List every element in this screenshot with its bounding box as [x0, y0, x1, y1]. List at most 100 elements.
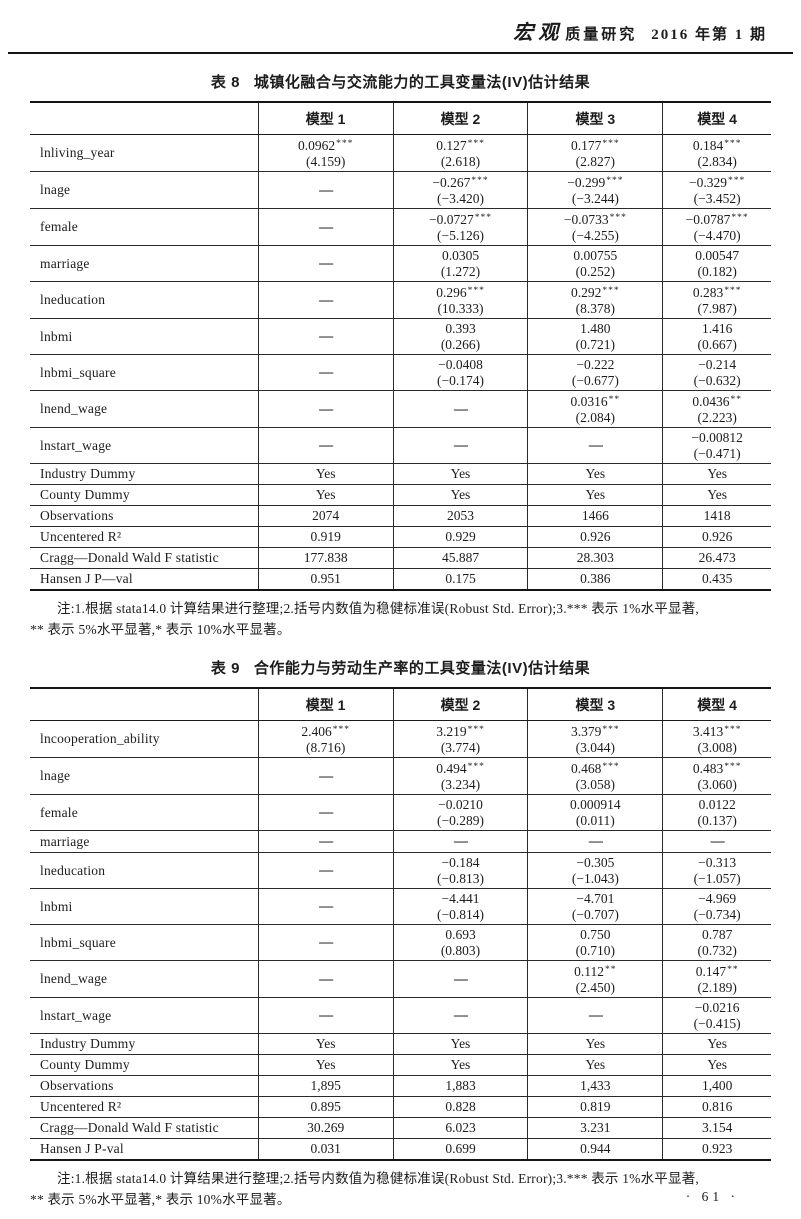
coefficient-cell: −0.0787*** (−4.470): [662, 208, 771, 246]
coefficient-cell: —: [527, 830, 663, 853]
coefficient-value: −0.0733***: [563, 212, 627, 227]
statistic-cell: 26.473: [662, 547, 771, 569]
coefficient-cell: 1.480 (0.721): [527, 318, 663, 355]
table-8-number: 表 8: [210, 74, 240, 91]
statistic-cell: 30.269: [257, 1117, 394, 1139]
coefficient-cell: 0.468*** (3.058): [527, 757, 663, 795]
column-header: 模型 4: [662, 102, 771, 135]
coefficient-value: 0.184***: [692, 138, 742, 153]
empty-cell-dash: —: [319, 863, 333, 878]
column-header: [30, 688, 259, 721]
table-9-iv-results: 模型 1 模型 2 模型 3 模型 4 lncooperation_ability 2.4…: [30, 687, 771, 1161]
t-statistic: (7.987): [697, 300, 737, 316]
table-row: lnbmi — −4.441 (−0.814) −4.701 (−0.707) −4.969…: [30, 888, 771, 925]
row-label: lnage: [30, 757, 259, 795]
table-row: Cragg—Donald Wald F statistic 177.838 45.8…: [30, 547, 771, 569]
statistic-cell: 28.303: [527, 547, 663, 569]
coefficient-value: 0.112**: [574, 964, 617, 979]
table-row: lnbmi_square — −0.0408 (−0.174) −0.222 (−0.67…: [30, 354, 771, 391]
t-statistic: (−3.452): [693, 190, 741, 206]
coefficient-cell: —: [257, 924, 394, 961]
empty-cell-dash: —: [319, 329, 333, 344]
statistic-cell: 3.154: [662, 1117, 771, 1139]
header-rule: [8, 52, 793, 54]
coefficient-value: 0.0122: [698, 797, 736, 812]
empty-cell-dash: —: [319, 935, 333, 950]
statistic-cell: 177.838: [257, 547, 394, 569]
t-statistic: (2.827): [575, 153, 616, 169]
coefficient-value: 0.494***: [436, 761, 485, 776]
coefficient-cell: —: [257, 281, 394, 319]
coefficient-cell: —: [257, 318, 394, 355]
coefficient-cell: 0.494*** (3.234): [392, 757, 528, 795]
coefficient-value: 3.379***: [571, 724, 620, 739]
statistic-cell: 0.828: [392, 1096, 528, 1118]
statistic-cell: Yes: [662, 463, 771, 485]
significance-stars: ***: [471, 176, 489, 186]
significance-stars: ***: [602, 139, 620, 149]
coefficient-cell: −0.0408 (−0.174): [392, 354, 528, 391]
coefficient-cell: —: [257, 427, 394, 464]
row-label: Industry Dummy: [30, 1033, 259, 1055]
empty-cell-dash: —: [454, 1008, 468, 1023]
coefficient-cell: 0.296*** (10.333): [392, 281, 528, 319]
coefficient-value: 0.000914: [570, 797, 621, 812]
t-statistic: (−5.126): [437, 227, 484, 243]
coefficient-cell: −0.267*** (−3.420): [392, 171, 528, 209]
empty-cell-dash: —: [319, 401, 333, 417]
table-row: lnbmi —0.393 (0.266) 1.480 (0.721) 1.416 (0.66…: [30, 318, 771, 355]
coefficient-value: 1.416: [701, 321, 733, 336]
t-statistic: (4.159): [305, 153, 346, 169]
column-header: 模型 2: [392, 102, 528, 135]
coefficient-cell: −0.329*** (−3.452): [662, 171, 771, 209]
table-row: marriage — — — —: [30, 830, 771, 853]
table-row: lncooperation_ability 2.406*** (8.716) 3.21…: [30, 720, 771, 758]
coefficient-value: −4.969: [698, 891, 737, 906]
t-statistic: (2.834): [697, 153, 737, 169]
coefficient-value: −0.222: [576, 357, 615, 372]
t-statistic: (0.803): [440, 942, 481, 958]
t-statistic: (−1.043): [571, 870, 619, 886]
coefficient-value: −4.701: [576, 891, 615, 906]
row-label: lnliving_year: [30, 134, 259, 172]
column-header: 模型 3: [527, 688, 663, 721]
coefficient-cell: −0.305 (−1.043): [527, 852, 663, 889]
coefficient-cell: —: [527, 997, 663, 1034]
empty-cell-dash: —: [710, 834, 725, 849]
table-row: Industry Dummy Yes Yes Yes Yes: [30, 1033, 771, 1055]
t-statistic: (3.044): [575, 739, 616, 755]
t-statistic: (2.618): [440, 153, 481, 169]
significance-stars: ***: [724, 286, 742, 296]
coefficient-value: −0.214: [698, 357, 737, 372]
t-statistic: (−3.420): [437, 190, 484, 206]
empty-cell-dash: —: [319, 805, 333, 820]
statistic-cell: Yes: [257, 1033, 394, 1055]
table-row: lnstart_wage — — — −0.00812 (−0.471): [30, 427, 771, 464]
statistic-cell: Yes: [662, 1054, 771, 1076]
coefficient-value: 0.177***: [571, 138, 620, 153]
statistic-cell: 0.929: [392, 526, 528, 548]
empty-cell-dash: —: [319, 219, 333, 235]
statistic-cell: 2074: [257, 505, 394, 527]
t-statistic: (3.058): [575, 776, 616, 792]
coefficient-cell: —: [257, 997, 394, 1034]
row-label: Cragg—Donald Wald F statistic: [30, 1117, 259, 1139]
coefficient-cell: 0.0436** (2.223): [662, 390, 771, 428]
table-9-caption: 合作能力与劳动生产率的工具变量法(IV)估计结果: [253, 660, 591, 677]
statistic-cell: 0.926: [662, 526, 771, 548]
empty-cell-dash: —: [454, 834, 468, 849]
coefficient-cell: 0.127*** (2.618): [392, 134, 528, 172]
empty-cell-dash: —: [319, 768, 333, 784]
coefficient-cell: —: [527, 427, 663, 464]
coefficient-cell: 0.112** (2.450): [527, 960, 663, 998]
column-header: 模型 3: [527, 102, 663, 135]
coefficient-cell: —: [392, 427, 528, 464]
significance-stars: ***: [602, 725, 620, 735]
table-row: Observations 2074 2053 1466 1418: [30, 505, 771, 527]
coefficient-value: 0.147**: [695, 964, 739, 979]
t-statistic: (−0.814): [437, 906, 484, 922]
statistic-cell: 0.819: [527, 1096, 663, 1118]
statistic-cell: 0.816: [662, 1096, 771, 1118]
column-header: 模型 4: [662, 688, 771, 721]
significance-stars: **: [730, 395, 742, 405]
